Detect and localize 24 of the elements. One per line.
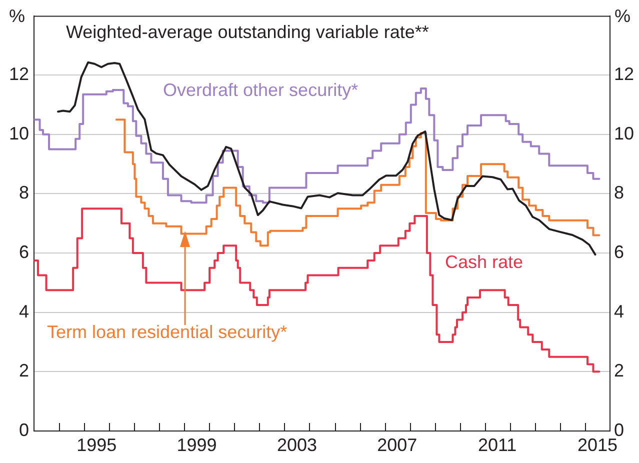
y2-tick-label: 12 [614, 64, 634, 84]
y2-tick-label: 6 [614, 242, 624, 262]
text: Term loan residential security* [47, 322, 288, 342]
y2-tick-label: 4 [614, 301, 624, 322]
y2-tick-label: 2 [614, 360, 624, 381]
y2-tick-label: 8 [614, 182, 624, 203]
x-tick-label: 1999 [176, 434, 217, 455]
y2-axis-title: % [614, 6, 631, 26]
y-tick-label: 2 [18, 360, 29, 381]
y2-tick-label: 10 [614, 123, 634, 144]
x-tick-label: 2003 [276, 434, 317, 455]
y-tick-label: 4 [18, 301, 29, 322]
y-tick-label: 8 [18, 182, 29, 203]
x-tick-label: 1995 [76, 434, 117, 455]
x-tick-label: 2011 [478, 434, 517, 455]
series-label: Overdraft other security* [163, 80, 358, 100]
y-tick-label: 0 [18, 420, 29, 440]
y-tick-label: 12 [8, 64, 29, 84]
series-label: Weighted-average outstanding variable rate** [66, 22, 429, 42]
x-tick-label: 2007 [377, 434, 418, 455]
y-tick-label: 6 [18, 242, 29, 262]
y-tick-label: 10 [8, 123, 29, 144]
series-label: Cash rate [445, 252, 524, 272]
y-axis-title: % [8, 6, 26, 26]
